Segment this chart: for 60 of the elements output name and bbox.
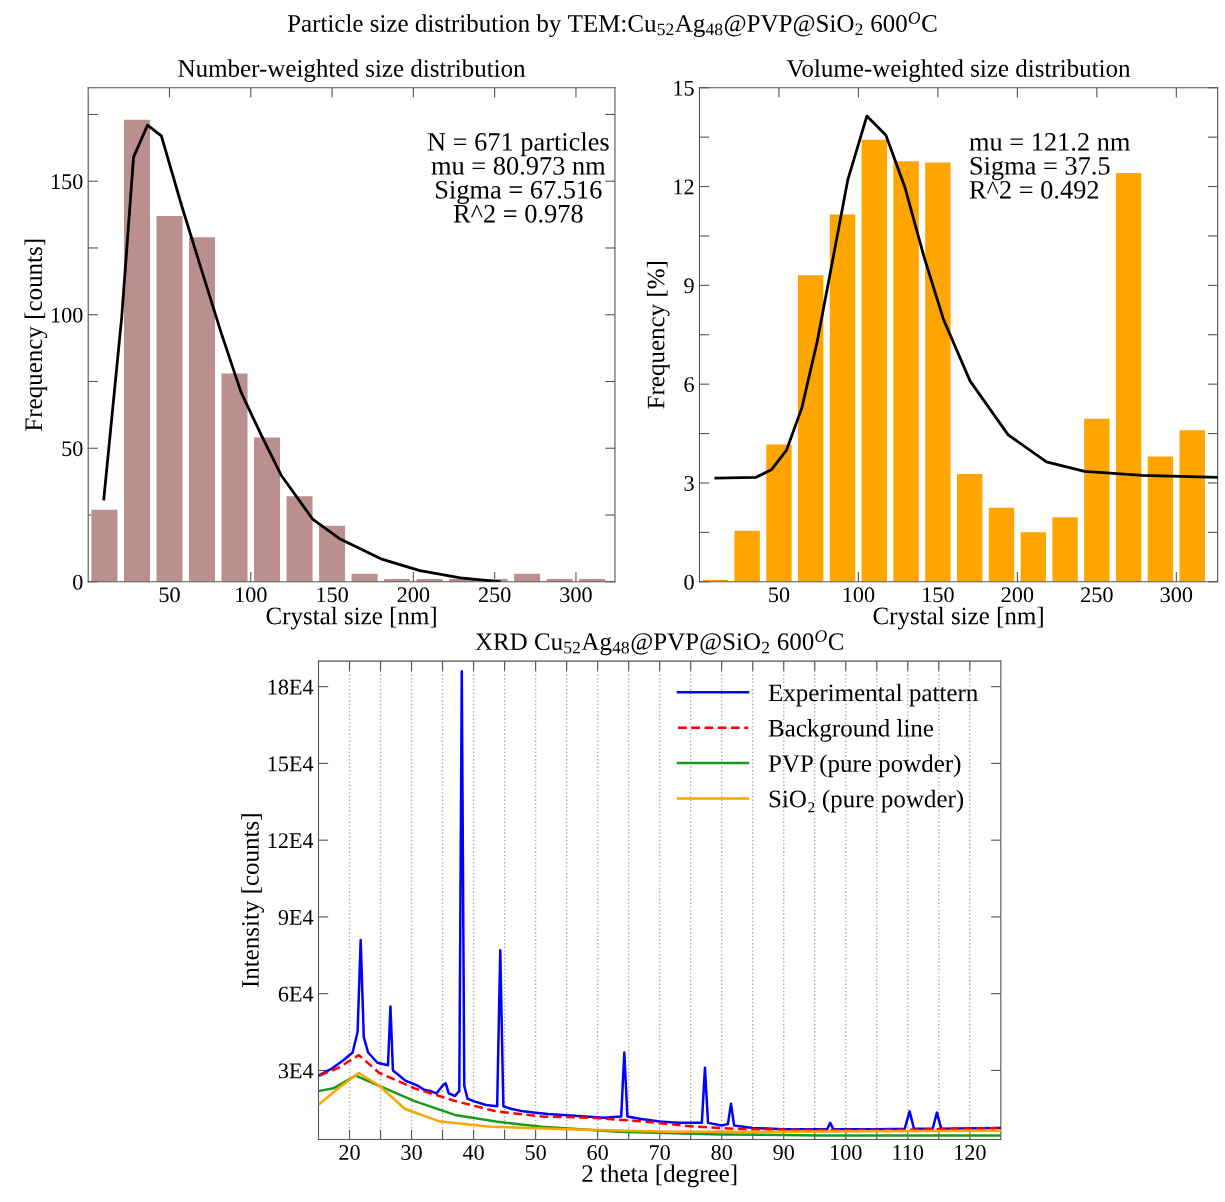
- y-tick-label: 6E4: [278, 986, 314, 1002]
- x-axis-title: Crystal size [nm]: [266, 606, 436, 630]
- x-tick-label: 100: [843, 587, 875, 603]
- y-tick-label: 15: [674, 80, 694, 96]
- legend-label: Background line: [768, 719, 934, 742]
- x-axis-title: 2 theta [degree]: [582, 1164, 737, 1188]
- y-axis-title: Frequency [counts]: [24, 239, 48, 431]
- chart-title: XRD Cu$_{52}$Ag$_{48}$@PVP@SiO$_{2}$ 600$^{O}$C: [475, 630, 844, 656]
- y-axis-title: Intensity [counts]: [241, 814, 264, 988]
- y-tick-label: 3E4: [278, 1063, 314, 1079]
- x-tick-label: 250: [478, 587, 511, 603]
- annotation: R^2 = 0.978: [453, 204, 583, 223]
- x-tick-label: 100: [236, 587, 267, 603]
- x-tick-label: 40: [462, 1145, 484, 1160]
- y-tick-label: 0: [73, 574, 83, 590]
- legend-label: PVP (pure powder): [768, 754, 961, 778]
- y-axis-title: Frequency [%]: [646, 261, 670, 409]
- annotation: R^2 = 0.492: [969, 180, 1099, 199]
- y-tick-label: 6: [684, 377, 694, 393]
- x-tick-label: 70: [650, 1145, 670, 1160]
- x-tick-label: 90: [773, 1145, 794, 1160]
- legend-label: Experimental pattern: [768, 683, 978, 707]
- chart-title: Volume-weighted size distribution: [786, 59, 1131, 83]
- chart-title: Particle size distribution by TEM:Cu$_{52}$Ag$_{48}$@PVP@SiO$_{2}$ 600$^{O}$C: [287, 12, 937, 38]
- x-tick-label: 150: [317, 587, 348, 603]
- x-tick-label: 200: [397, 587, 430, 603]
- y-tick-label: 150: [51, 174, 83, 190]
- x-tick-label: 60: [587, 1145, 608, 1160]
- x-tick-label: 120: [955, 1145, 986, 1160]
- annotation: N = 671 particles: [427, 132, 609, 157]
- annotation: mu = 80.973 nm: [431, 156, 606, 175]
- y-tick-label: 100: [51, 307, 83, 323]
- y-tick-label: 9: [684, 278, 694, 294]
- x-tick-label: 80: [711, 1145, 732, 1160]
- x-tick-label: 300: [1160, 587, 1193, 603]
- y-tick-label: 9E4: [278, 909, 314, 925]
- x-tick-label: 200: [1001, 587, 1034, 603]
- legend-label: SiO₂ (pure powder): [769, 789, 964, 813]
- x-tick-label: 250: [1081, 587, 1113, 603]
- annotation: mu = 121.2 nm: [969, 133, 1130, 151]
- x-tick-label: 50: [525, 1145, 546, 1160]
- y-tick-label: 12: [674, 179, 694, 195]
- x-tick-label: 20: [339, 1145, 360, 1160]
- x-axis-title: Crystal size [nm]: [873, 606, 1043, 630]
- y-tick-label: 50: [62, 441, 83, 457]
- y-tick-label: 3: [684, 475, 694, 491]
- annotation: Sigma = 37.5: [970, 156, 1110, 181]
- x-tick-label: 50: [159, 587, 180, 603]
- y-tick-label: 18E4: [268, 679, 314, 695]
- chart-subtitle: Number-weighted size distribution: [178, 59, 526, 83]
- x-tick-label: 100: [831, 1145, 862, 1160]
- y-tick-label: 0: [684, 574, 694, 590]
- x-tick-label: 150: [923, 587, 954, 603]
- x-tick-label: 300: [560, 587, 592, 603]
- x-tick-label: 50: [769, 587, 790, 603]
- x-tick-label: 30: [401, 1145, 422, 1160]
- annotation: Sigma = 67.516: [436, 180, 602, 205]
- y-tick-label: 12E4: [268, 833, 314, 848]
- x-tick-label: 110: [893, 1145, 924, 1160]
- y-tick-label: 15E4: [268, 756, 314, 772]
